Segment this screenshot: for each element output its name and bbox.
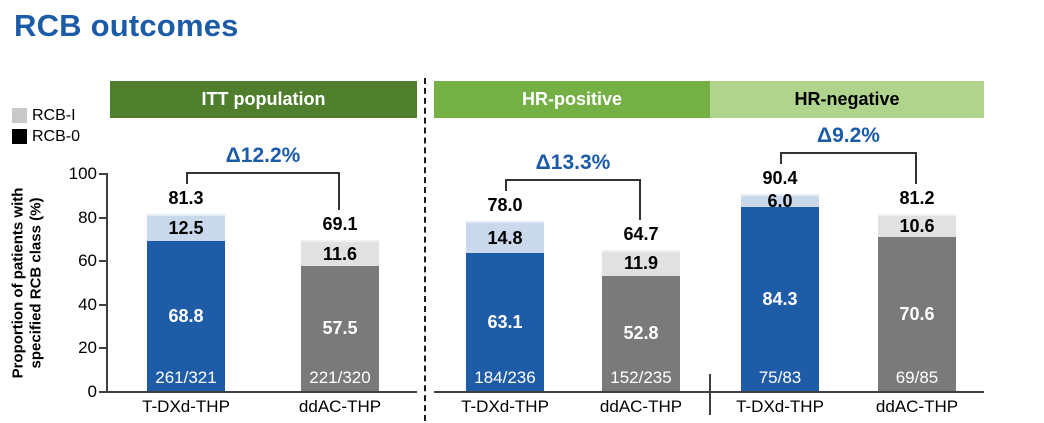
rcb1-value-label: 11.9 [623, 253, 659, 274]
y-axis-tick [99, 391, 106, 393]
legend-item-rcb0: RCB-0 [12, 126, 80, 147]
delta-bracket [915, 152, 917, 184]
total-label: 81.2 [899, 187, 935, 208]
rcb1-segment: 11.6 [301, 240, 379, 266]
rcb1-segment: 6.0 [741, 191, 819, 211]
category-label: ddAC-THP [875, 397, 959, 416]
bar-hr-positive-ddac-thp: 11.9 52.8 152/235 [602, 249, 680, 391]
category-label: ddAC-THP [599, 397, 683, 416]
rcb1-segment: 10.6 [878, 213, 956, 238]
y-axis-tick [99, 173, 106, 175]
category-label: T-DXd-THP [461, 397, 549, 416]
rcb0-value-label: 52.8 [623, 322, 659, 343]
panel-header-itt-population: ITT population [110, 81, 417, 118]
total-label: 69.1 [322, 214, 358, 235]
y-axis-tick [99, 303, 106, 306]
category-label: T-DXd-THP [142, 397, 230, 416]
rcb0-segment: 84.3 75/83 [741, 207, 819, 391]
rcb0-value-label: 70.6 [899, 303, 935, 324]
y-axis-tick-label: 100 [68, 164, 97, 183]
page-title: RCB outcomes [14, 8, 239, 43]
rcb1-value-label: 14.8 [487, 227, 523, 248]
bar-itt-population-t-dxd-thp: 12.5 68.8 261/321 [147, 213, 225, 391]
y-axis-tick-label: 80 [78, 207, 97, 227]
y-axis-tick-label: 20 [78, 338, 97, 358]
rcb1-segment: 11.9 [602, 249, 680, 276]
total-label: 78.0 [487, 195, 523, 216]
delta-bracket [639, 179, 641, 220]
y-axis-tick [99, 260, 106, 263]
rcb1-segment: 14.8 [466, 221, 544, 254]
bar-hr-negative-t-dxd-thp: 6.0 84.3 75/83 [741, 191, 819, 391]
rcb1-value-label: 11.6 [322, 243, 358, 264]
delta-label: Δ13.3% [535, 151, 611, 175]
fraction-label: 75/83 [758, 367, 802, 387]
y-axis-tick-label: 40 [78, 294, 97, 314]
y-axis-tick [99, 216, 106, 219]
rcb0-segment: 52.8 152/235 [602, 275, 680, 391]
bar-hr-negative-ddac-thp: 10.6 70.6 69/85 [878, 213, 956, 391]
panel-header-hr-positive: HR-positive [434, 81, 710, 118]
delta-bracket [338, 171, 340, 211]
fraction-label: 184/236 [474, 367, 536, 387]
y-axis-tick-label: 0 [87, 382, 97, 401]
legend-label: RCB-0 [32, 127, 81, 145]
rcb0-value-label: 68.8 [168, 305, 204, 326]
fraction-label: 221/320 [309, 367, 371, 387]
legend-label: RCB-I [32, 106, 76, 124]
category-label: T-DXd-THP [736, 397, 824, 416]
delta-bracket [505, 179, 507, 192]
group-divider [709, 374, 711, 415]
rcb0-value-label: 57.5 [322, 317, 358, 338]
rcb1-swatch-icon [12, 108, 27, 123]
x-axis-line [106, 391, 417, 393]
rcb0-segment: 68.8 261/321 [147, 241, 225, 391]
fraction-label: 69/85 [895, 367, 939, 387]
rcb0-segment: 63.1 184/236 [466, 253, 544, 391]
bar-hr-positive-t-dxd-thp: 14.8 63.1 184/236 [466, 221, 544, 391]
rcb0-value-label: 84.3 [762, 288, 798, 309]
y-axis-line [106, 173, 108, 393]
delta-bracket [780, 152, 782, 165]
rcb1-value-label: 12.5 [168, 217, 204, 238]
panel-header-hr-negative: HR-negative [710, 81, 984, 118]
rcb0-segment: 70.6 69/85 [878, 237, 956, 391]
y-axis-tick-label: 60 [78, 251, 97, 271]
total-label: 81.3 [168, 187, 204, 208]
total-label: 64.7 [623, 223, 659, 244]
rcb0-segment: 57.5 221/320 [301, 265, 379, 391]
delta-bracket [505, 179, 641, 182]
rcb0-value-label: 63.1 [487, 311, 523, 332]
legend: RCB-I RCB-0 [12, 105, 80, 147]
fraction-label: 261/321 [155, 367, 217, 387]
delta-bracket [780, 152, 917, 155]
panel-divider-dashed [424, 78, 426, 421]
delta-label: Δ9.2% [817, 124, 880, 148]
y-axis-title: Proportion of patients with specified RC… [9, 187, 44, 379]
bar-itt-population-ddac-thp: 11.6 57.5 221/320 [301, 240, 379, 391]
delta-bracket [186, 171, 340, 174]
rcb1-value-label: 6.0 [767, 191, 793, 212]
legend-item-rcb1: RCB-I [12, 105, 80, 126]
y-axis-tick [99, 347, 106, 350]
rcb0-swatch-icon [12, 129, 27, 144]
category-label: ddAC-THP [298, 397, 382, 416]
delta-label: Δ12.2% [225, 143, 301, 167]
rcb1-value-label: 10.6 [899, 216, 935, 237]
total-label: 90.4 [762, 168, 798, 189]
delta-bracket [186, 171, 188, 184]
rcb1-segment: 12.5 [147, 213, 225, 242]
fraction-label: 152/235 [610, 367, 672, 387]
